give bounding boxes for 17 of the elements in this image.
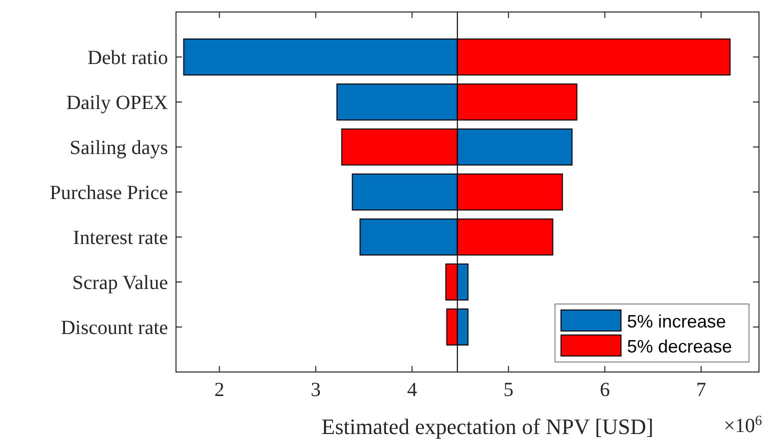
x-tick-label: 3: [310, 379, 321, 401]
y-tick-label: Sailing days: [70, 137, 168, 159]
legend-label: 5% decrease: [627, 336, 732, 356]
y-tick-label: Purchase Price: [50, 182, 168, 204]
y-tick-label: Scrap Value: [72, 272, 168, 294]
x-tick-label: 5: [503, 379, 514, 401]
y-tick-label: Daily OPEX: [66, 92, 169, 114]
y-tick-label: Debt ratio: [87, 47, 168, 69]
y-tick-label: Discount rate: [60, 317, 168, 339]
x-axis-title: Estimated expectation of NPV [USD]: [322, 414, 654, 439]
x-tick-label: 4: [407, 379, 418, 401]
text: ×10$^{6}$: [724, 414, 762, 437]
x-tick-label: 2: [214, 379, 224, 401]
x-tick-label: 7: [696, 379, 706, 401]
legend-label: 5% increase: [627, 311, 726, 332]
y-tick-label: Interest rate: [73, 227, 168, 249]
x-tick-label: 6: [600, 379, 610, 401]
